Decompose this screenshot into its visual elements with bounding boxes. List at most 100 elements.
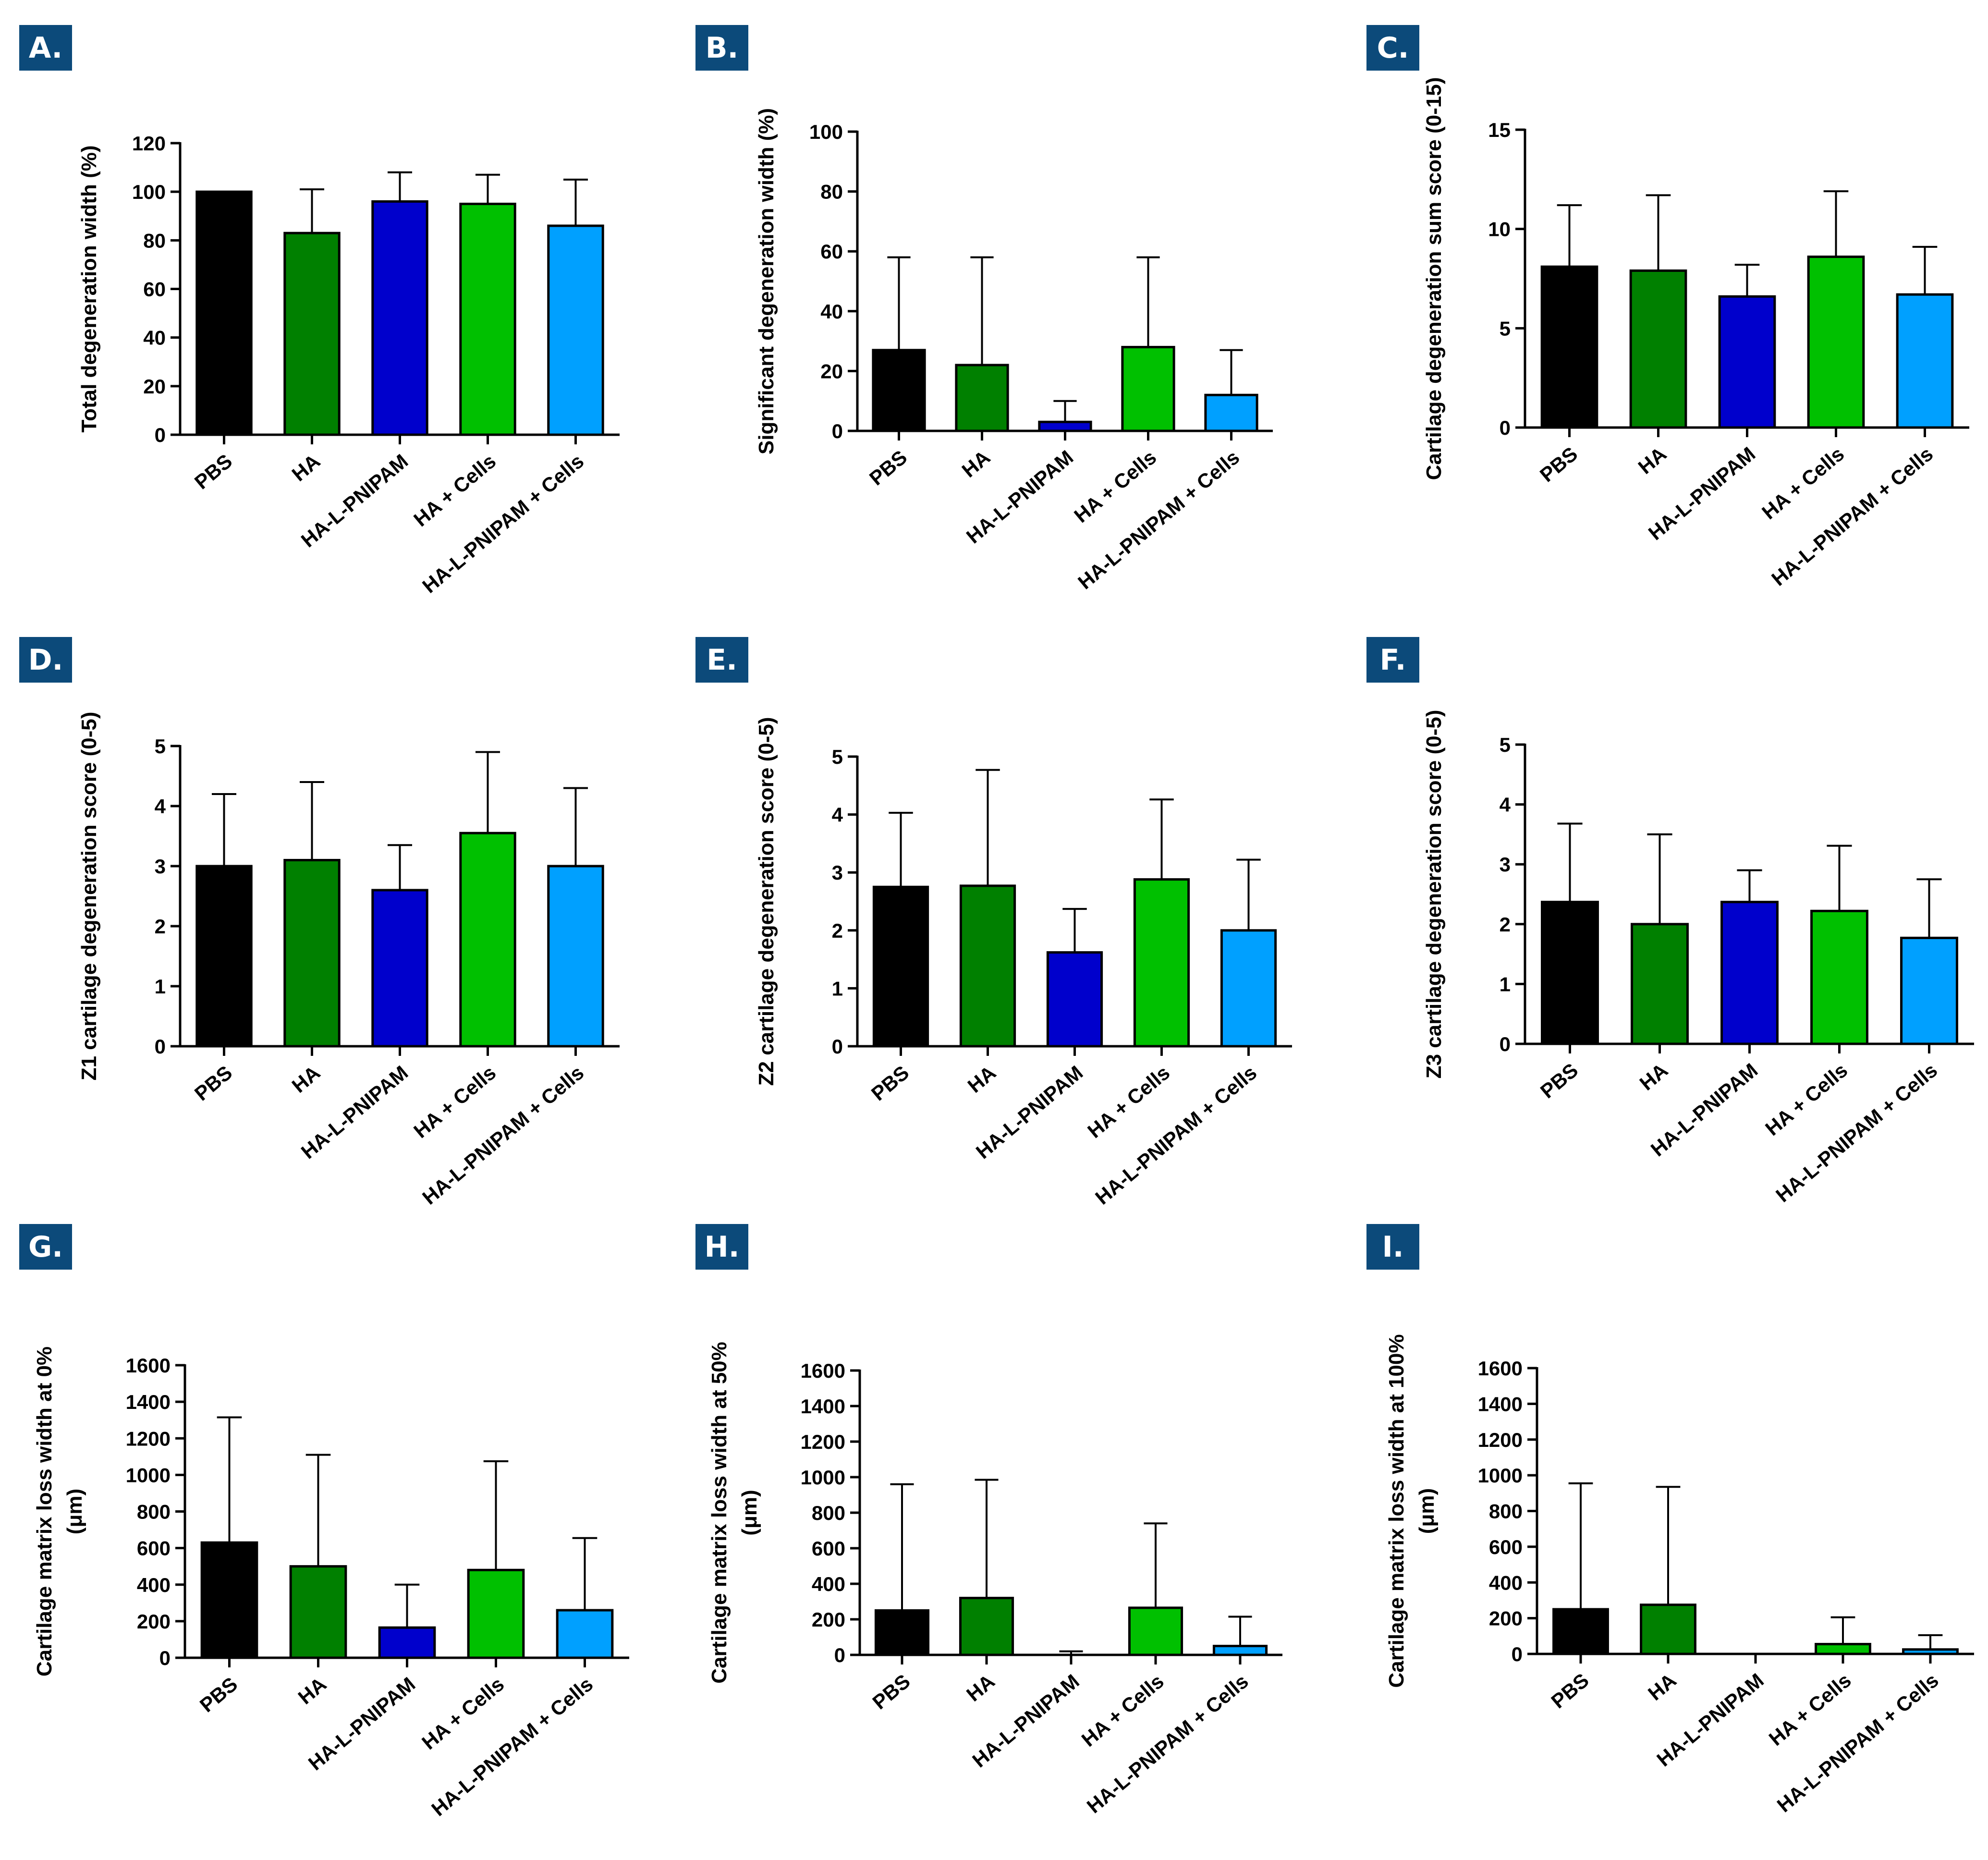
bar-ha-l-pnipam: [1718, 295, 1776, 429]
x-tick-label: HA-L-PNIPAM + Cells: [418, 450, 588, 598]
bar-pbs: [195, 190, 253, 436]
panel-f: F. 0 1 2 3 4 5 Z3 cartilage degeneration score …: [1366, 637, 1974, 1207]
y-tick-label: 3: [832, 861, 843, 884]
y-tick-label: 400: [812, 1573, 845, 1595]
y-tick-label: 800: [1489, 1500, 1523, 1523]
x-tick-label: HA-L-PNIPAM + Cells: [418, 1061, 588, 1209]
bar-pbs: [872, 885, 929, 1048]
y-axis-label: Cartilage degeneration sum score (0-15): [1422, 77, 1446, 480]
y-tick-label: 40: [143, 327, 166, 349]
x-tick-label: HA + Cells: [409, 450, 500, 531]
panel-label: A.: [29, 31, 62, 65]
x-tick-label: HA + Cells: [417, 1673, 508, 1754]
y-tick-label: 0: [159, 1647, 171, 1669]
y-tick-label: 5: [832, 746, 843, 768]
x-tick-label: HA: [1634, 442, 1671, 478]
x-tick-label: PBS: [868, 1670, 914, 1714]
panel-label-box: [19, 1224, 72, 1270]
x-tick-label: HA: [294, 1673, 331, 1709]
panel-label: F.: [1380, 643, 1406, 677]
bar-ha-l-pnipam-cells: [547, 224, 604, 436]
panel-g: G. 0 200 400 600 800 1000 1200 1400 1600 Cartilage…: [19, 1224, 629, 1821]
y-tick-label: 0: [1500, 1033, 1511, 1055]
x-tick-label: PBS: [867, 1061, 913, 1105]
bar-ha: [1640, 1603, 1696, 1655]
x-tick-label: PBS: [1536, 1059, 1582, 1103]
y-tick-label: 3: [155, 855, 166, 878]
bar-ha-l-pnipam-cells: [1220, 929, 1277, 1048]
y-tick-label: 0: [834, 1644, 845, 1666]
panel-d: D. 0 1 2 3 4 5 Z1 cartilage degeneration score …: [19, 637, 620, 1209]
y-tick-label: 1600: [801, 1359, 845, 1382]
y-tick-label: 40: [820, 300, 843, 323]
y-tick-label: 0: [832, 1035, 843, 1058]
x-tick-label: HA-L-PNIPAM + Cells: [1771, 1059, 1941, 1207]
y-tick-label: 600: [812, 1537, 845, 1560]
bar-ha: [959, 1597, 1014, 1656]
y-tick-label: 1400: [126, 1391, 171, 1413]
y-axis-unit: (μm): [1415, 1488, 1439, 1534]
y-tick-label: 1: [1500, 973, 1511, 995]
bar-ha-cells: [459, 202, 516, 436]
bar-ha-l-pnipam-cells: [1204, 393, 1258, 432]
bar-ha-l-pnipam-cells: [556, 1609, 614, 1659]
x-tick-label: HA: [288, 450, 325, 486]
x-tick-label: HA: [288, 1061, 325, 1097]
bar-ha: [959, 884, 1016, 1048]
y-tick-label: 1: [832, 977, 843, 1000]
bar-ha-cells: [467, 1568, 525, 1659]
bar-ha: [1629, 269, 1687, 429]
bar-ha-l-pnipam-cells: [1900, 936, 1958, 1045]
y-tick-label: 120: [132, 132, 166, 155]
y-axis-label: Total degeneration width (%): [77, 145, 101, 432]
panel-label-box: [695, 637, 748, 683]
bar-ha-l-pnipam: [1038, 420, 1092, 432]
x-tick-label: PBS: [1536, 442, 1582, 487]
y-tick-label: 15: [1488, 119, 1511, 141]
x-tick-label: PBS: [1547, 1669, 1593, 1713]
x-tick-label: HA + Cells: [1083, 1061, 1174, 1142]
y-tick-label: 0: [1512, 1643, 1523, 1665]
x-tick-label: PBS: [190, 1061, 236, 1105]
panel-e: E. 0 1 2 3 4 5 Z2 cartilage degeneration score …: [695, 637, 1292, 1209]
panel-label: C.: [1377, 31, 1409, 65]
bar-ha-l-pnipam: [378, 1626, 436, 1659]
y-tick-label: 1200: [1478, 1429, 1523, 1451]
y-axis-label: Z3 cartilage degeneration score (0-5): [1422, 710, 1446, 1079]
y-tick-label: 1600: [1478, 1357, 1523, 1380]
bar-pbs: [874, 1609, 930, 1656]
x-tick-label: HA-L-PNIPAM + Cells: [1073, 446, 1244, 594]
x-tick-label: HA-L-PNIPAM + Cells: [1767, 442, 1937, 590]
y-tick-label: 4: [1500, 794, 1511, 816]
panel-h: H. 0 200 400 600 800 1000 1200 1400 1600 Cartilage…: [695, 1224, 1282, 1818]
panel-label-box: [695, 1224, 748, 1270]
y-tick-label: 800: [137, 1501, 171, 1523]
bar-ha: [955, 364, 1009, 432]
x-tick-label: HA: [962, 1670, 999, 1706]
y-tick-label: 200: [812, 1608, 845, 1631]
bar-ha-cells: [1815, 1643, 1871, 1655]
x-tick-label: HA: [958, 446, 995, 482]
panel-label-box: [19, 637, 72, 683]
y-axis-label: Cartilage matrix loss width at 0%: [33, 1346, 56, 1676]
panel-label: B.: [706, 31, 739, 65]
y-tick-label: 200: [137, 1610, 171, 1633]
y-tick-label: 3: [1500, 853, 1511, 876]
bar-ha-cells: [1128, 1606, 1183, 1656]
y-tick-label: 0: [155, 424, 166, 446]
y-tick-label: 0: [155, 1035, 166, 1058]
bar-pbs: [1540, 265, 1598, 429]
y-axis-label: Z1 cartilage degeneration score (0-5): [77, 712, 101, 1081]
bar-ha-l-pnipam-cells: [1212, 1645, 1268, 1656]
y-tick-label: 100: [132, 181, 166, 203]
bar-pbs: [872, 349, 926, 432]
bar-ha: [283, 232, 341, 436]
panel-label-box: [1366, 1224, 1419, 1270]
x-tick-label: HA: [1644, 1669, 1681, 1705]
y-tick-label: 4: [832, 804, 843, 826]
bar-ha-cells: [1121, 346, 1175, 432]
panel-i: I. 0 200 400 600 800 1000 1200 1400 1600 Cartilage…: [1366, 1224, 1974, 1817]
bar-pbs: [1541, 901, 1599, 1045]
panel-label-box: [1366, 25, 1419, 71]
y-tick-label: 5: [1500, 734, 1511, 756]
